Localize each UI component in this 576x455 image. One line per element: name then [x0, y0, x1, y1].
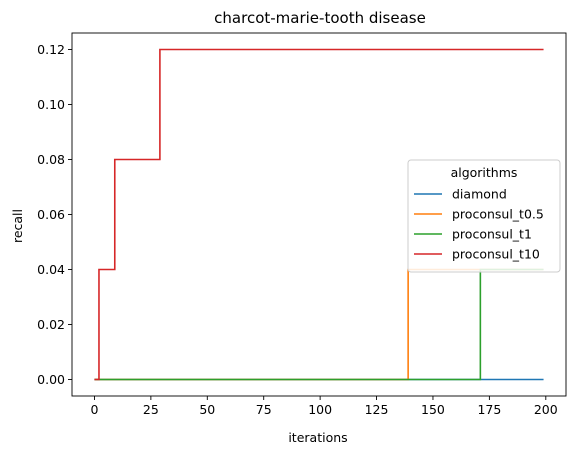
- series-line-proconsul_t0.5: [94, 268, 544, 381]
- x-tick-label: 125: [365, 402, 389, 417]
- legend: algorithms diamond proconsul_t0.5 proconsu…: [407, 159, 561, 273]
- y-axis-label: recall: [10, 209, 25, 243]
- legend-frame: [407, 159, 561, 273]
- y-tick-label: 0.10: [37, 97, 65, 112]
- x-tick-label: 100: [308, 402, 332, 417]
- x-tick-label: 25: [143, 402, 159, 417]
- x-axis-label: iterations: [288, 430, 347, 445]
- x-tick-label: 50: [199, 402, 215, 417]
- legend-title: algorithms: [451, 165, 518, 180]
- y-tick-label: 0.12: [37, 42, 65, 57]
- y-tick-label: 0.04: [37, 262, 65, 277]
- series-line-proconsul_t1: [94, 268, 544, 381]
- series-line-proconsul_t10: [94, 48, 544, 381]
- y-tick-label: 0.08: [37, 152, 65, 167]
- axes: 0 25 50 75 100 125 150 175 200 0.00 0.02 0.04 0.06 0.…: [37, 32, 567, 417]
- y-tick-label: 0.06: [37, 207, 65, 222]
- x-tick-label: 150: [421, 402, 445, 417]
- y-tick-label: 0.00: [37, 372, 65, 387]
- x-tick-label: 75: [256, 402, 272, 417]
- chart-title: charcot-marie-tooth disease: [214, 9, 426, 27]
- x-tick-label: 0: [90, 402, 98, 417]
- legend-entry-proconsul_t10: proconsul_t10: [452, 247, 540, 262]
- legend-entry-proconsul_t0.5: proconsul_t0.5: [452, 207, 544, 222]
- y-tick-label: 0.02: [37, 317, 65, 332]
- x-tick-label: 175: [477, 402, 501, 417]
- x-tick-label: 200: [534, 402, 558, 417]
- legend-entry-proconsul_t1: proconsul_t1: [452, 227, 532, 242]
- legend-entry-diamond: diamond: [452, 187, 507, 202]
